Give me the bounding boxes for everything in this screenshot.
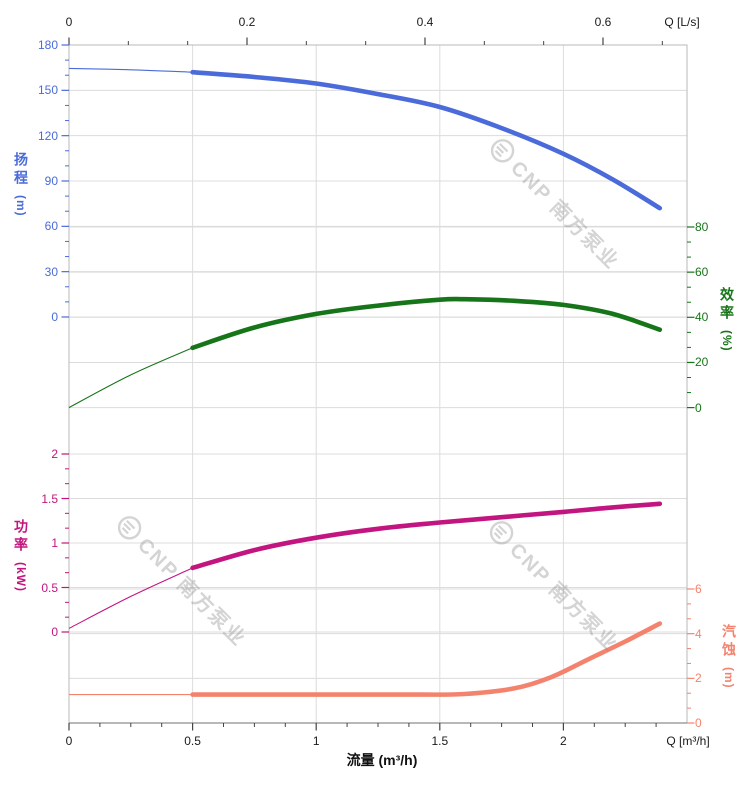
power-curve-thin (68, 567, 193, 629)
npsh-tick-label: 6 (695, 582, 702, 596)
npsh-tick-label: 4 (695, 626, 702, 641)
power-tick-label: 1 (51, 536, 58, 550)
npsh-tick-label: 0 (695, 716, 702, 730)
bottom-axis-tick-label: 1.5 (431, 734, 449, 748)
efficiency-curve (190, 296, 663, 351)
npsh-tick-label: 2 (695, 671, 702, 686)
head-tick-label: 0 (51, 310, 58, 324)
x-axis-title: 流量 (m³/h) (346, 752, 418, 768)
npsh-axis-title: 汽蚀 (m) (716, 624, 742, 689)
power-tick-label: 2 (51, 447, 58, 461)
plot-frame (68, 44, 688, 724)
top-axis-unit-label: Q [L/s] (664, 15, 700, 29)
power-axis-title-text: 功率 (13, 519, 29, 555)
power-tick-label: 0.5 (41, 580, 58, 595)
head-axis-title-text: 扬程 (13, 152, 29, 188)
npsh-axis-unit: (m) (722, 667, 736, 689)
power-tick-label: 1.5 (41, 491, 58, 506)
bottom-axis-tick-label: 2 (560, 734, 567, 748)
eff-tick-label: 60 (695, 265, 709, 280)
eff-tick-label: 80 (695, 220, 709, 234)
top-axis-tick-label: 0.6 (594, 15, 612, 29)
bottom-axis-tick-label: 1 (312, 734, 320, 748)
eff-tick-label: 40 (695, 310, 709, 325)
head-tick-label: 60 (44, 219, 58, 234)
power-curve (190, 501, 663, 571)
efficiency-axis-unit: (%) (720, 330, 734, 352)
power-tick-label: 0 (51, 625, 58, 639)
bottom-axis-tick-label: 0.5 (184, 734, 201, 748)
head-axis-unit: (m) (14, 195, 28, 217)
top-axis-tick-label: 0.2 (238, 15, 256, 29)
efficiency-axis-title: 效率 (%) (714, 287, 740, 352)
power-axis-title: 功率 (kW) (8, 519, 34, 592)
head-tick-label: 150 (37, 83, 58, 98)
efficiency-axis-title-text: 效率 (719, 287, 735, 323)
head-axis-title: 扬程 (m) (8, 152, 34, 217)
top-axis-tick-label: 0.4 (416, 15, 434, 29)
head-curve (190, 69, 663, 211)
npsh-axis-title-text: 汽蚀 (721, 624, 737, 660)
head-curve-thin (68, 67, 193, 73)
head-tick-label: 120 (37, 128, 58, 143)
head-tick-label: 90 (44, 174, 58, 188)
power-axis-unit: (kW) (14, 562, 28, 592)
npsh-curve (190, 621, 663, 697)
bottom-axis-unit-label: Q [m³/h] (666, 734, 710, 748)
efficiency-curve-thin (68, 347, 193, 409)
eff-tick-label: 0 (695, 400, 702, 415)
head-tick-label: 180 (37, 38, 58, 52)
eff-tick-label: 20 (695, 355, 709, 370)
head-tick-label: 30 (44, 264, 58, 279)
bottom-axis-tick-label: 0 (65, 734, 73, 748)
top-axis-tick-label: 0 (65, 15, 73, 29)
